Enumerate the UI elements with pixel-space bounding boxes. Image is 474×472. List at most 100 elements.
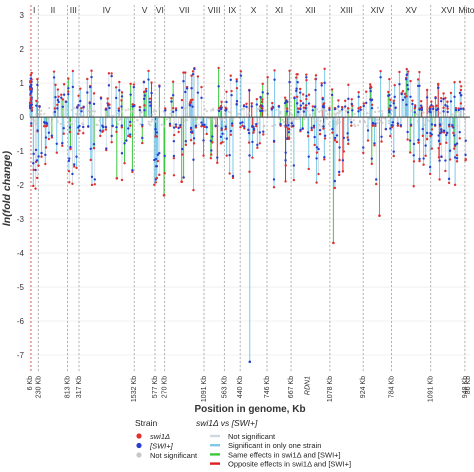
point-cluster (30, 71, 33, 75)
point-swi1 (163, 172, 166, 175)
point-not-significant (229, 111, 232, 114)
legend-strain-title: Strain (135, 418, 157, 428)
point-SWI (405, 103, 408, 106)
point-swi1 (35, 99, 38, 103)
point-swi1 (446, 107, 449, 110)
point-SWI (191, 105, 194, 108)
point-not-significant (183, 107, 186, 110)
point-swi1 (174, 107, 178, 110)
x-tick-label: 270 Kb (162, 376, 169, 398)
point-SWI (88, 85, 92, 89)
point-SWI (409, 123, 413, 127)
point-swi1 (464, 159, 467, 162)
point-not-significant (108, 114, 111, 117)
point-cluster (29, 101, 33, 105)
point-SWI (76, 106, 79, 109)
point-swi1 (413, 107, 416, 110)
point-not-significant (451, 113, 454, 116)
point-SWI (337, 170, 341, 174)
point-swi1 (228, 172, 231, 175)
point-swi1 (61, 98, 65, 101)
point-swi1 (69, 147, 72, 151)
point-SWI (288, 80, 291, 84)
point-SWI (77, 103, 80, 107)
point-swi1 (250, 102, 253, 105)
point-SWI (37, 155, 40, 158)
x-tick-label: 667 Kb (288, 376, 295, 398)
point-SWI (357, 110, 360, 113)
point-not-significant (287, 109, 291, 112)
point-SWI (312, 124, 316, 128)
point-SWI (248, 89, 251, 92)
y-tick-label: 1 (20, 79, 25, 88)
point-SWI (418, 108, 421, 111)
point-SWI (436, 108, 440, 111)
point-swi1 (90, 183, 94, 187)
point-SWI (438, 159, 441, 162)
point-SWI (347, 97, 350, 101)
y-tick-label: -5 (17, 283, 25, 292)
point-swi1 (229, 74, 232, 77)
point-swi1 (171, 106, 175, 110)
point-swi1 (172, 174, 176, 177)
x-tick-label: 1091 Kb (428, 376, 435, 402)
point-not-significant (153, 108, 156, 111)
point-swi1 (184, 71, 187, 74)
point-swi1 (458, 137, 461, 140)
point-swi1 (110, 72, 113, 75)
point-swi1 (442, 106, 445, 109)
point-SWI (299, 107, 302, 111)
point-SWI (114, 96, 118, 100)
point-SWI (129, 93, 132, 96)
point-SWI (357, 95, 360, 99)
point-not-significant (59, 122, 62, 126)
point-not-significant (368, 112, 371, 115)
point-SWI (341, 159, 345, 162)
y-axis-label: ln(fold change) (1, 150, 13, 226)
point-cluster (29, 92, 32, 96)
point-SWI (224, 125, 227, 128)
point-SWI (203, 123, 206, 127)
point-swi1 (430, 147, 434, 150)
point-SWI (42, 121, 46, 124)
point-swi1 (435, 104, 438, 107)
point-swi1 (370, 162, 373, 166)
point-SWI (311, 109, 314, 112)
point-swi1 (314, 77, 317, 81)
point-swi1 (80, 107, 83, 110)
point-swi1 (141, 141, 144, 145)
point-SWI (228, 153, 231, 157)
point-SWI (174, 123, 178, 126)
point-SWI (196, 91, 200, 94)
y-tick-label: -1 (17, 147, 25, 156)
point-SWI (30, 122, 33, 125)
point-swi1 (305, 73, 308, 76)
point-swi1 (53, 107, 57, 110)
point-not-significant (316, 108, 319, 111)
point-SWI (230, 93, 233, 97)
point-swi1 (342, 150, 345, 153)
point-swi1 (365, 90, 368, 93)
point-swi1 (403, 92, 407, 96)
point-SWI (428, 165, 432, 169)
point-SWI (298, 91, 302, 94)
point-SWI (430, 123, 434, 126)
point-swi1 (203, 125, 206, 128)
point-swi1 (284, 180, 287, 183)
point-not-significant (147, 120, 150, 123)
point-swi1 (419, 100, 423, 103)
point-SWI (315, 146, 319, 149)
point-SWI (251, 140, 254, 144)
point-swi1 (90, 69, 93, 72)
point-not-significant (36, 120, 39, 123)
point-SWI (89, 147, 92, 150)
point-SWI (318, 128, 322, 132)
point-SWI (406, 83, 409, 87)
point-SWI (132, 85, 136, 89)
point-not-significant (73, 107, 76, 110)
point-SWI (35, 159, 39, 162)
point-not-significant (211, 121, 215, 124)
point-SWI (71, 172, 74, 176)
